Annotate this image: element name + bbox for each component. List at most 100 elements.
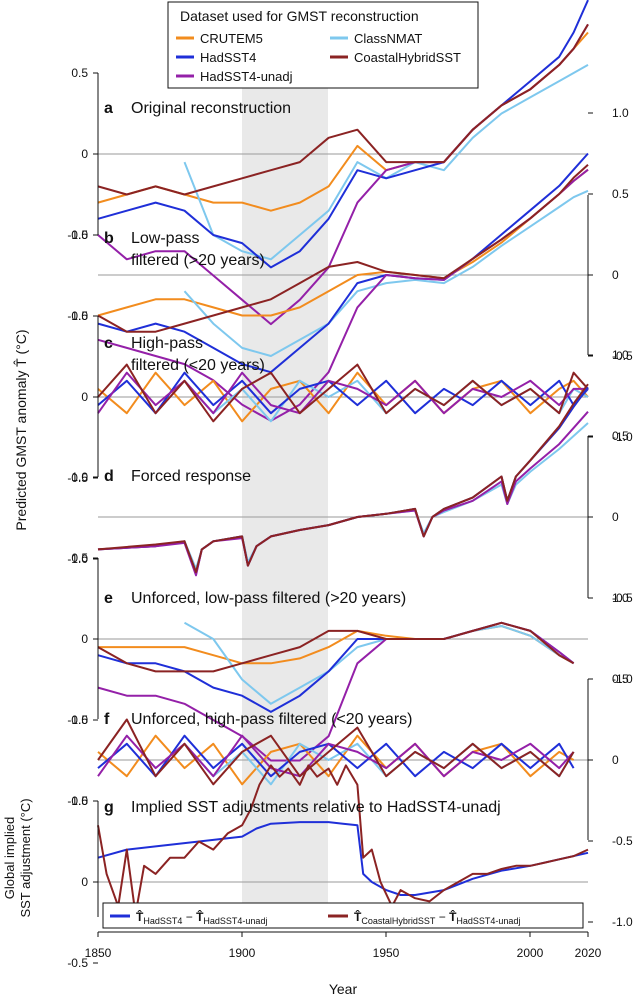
series-b-coastalhybridsst [97, 164, 589, 333]
y-tick-label-right: 0 [612, 268, 619, 282]
x-tick-label: 1850 [85, 946, 112, 960]
y-tick-label: 0.5 [71, 551, 88, 565]
y-tick-label-right: 0.5 [612, 429, 629, 443]
legend-label-coastalhybridsst: CoastalHybridSST [354, 50, 461, 65]
series-g-hadsst4 [97, 821, 589, 896]
panel-titles: a Original reconstruction b Low-pass fil… [104, 100, 501, 816]
y-tick-label: 0 [81, 147, 88, 161]
y-tick-label: 0 [81, 632, 88, 646]
legend-label-hadsst4: HadSST4 [200, 50, 256, 65]
g-legend-text-2: T̂CoastalHybridSST − T̂HadSST4-unadj [354, 909, 520, 926]
y-axis-label-main: Predicted GMST anomaly T̂ (°C) [13, 329, 29, 530]
y-tick-label: 0 [81, 875, 88, 889]
legend-label-hadsst4-unadj: HadSST4-unadj [200, 69, 293, 84]
panel-letter-f: f [104, 711, 110, 728]
series-layer [97, 0, 589, 916]
series-b-hadsst4 [97, 152, 589, 374]
y-tick-label: -0.5 [67, 228, 88, 242]
x-tick-label: 2000 [517, 946, 544, 960]
left-ticks: 1.0 0.5 0 -0.5 -1.0 1.0 0.5 0 -0.5 -1.0 1.0 0.5 0 -0.… [67, 66, 98, 970]
y-tick-label-right: -0.5 [612, 349, 633, 363]
panel-title-b-line2: filtered (>20 years) [131, 252, 265, 269]
panel-title-c-line1: High-pass [131, 335, 203, 352]
panel-title-c-line2: filtered (<20 years) [131, 357, 265, 374]
y-axis-label-g-line1: Global implied [2, 817, 17, 899]
y-tick-label-right: 1.0 [612, 348, 629, 362]
panel-title-e: Unforced, low-pass filtered (>20 years) [131, 590, 406, 607]
y-tick-label: 1.0 [71, 470, 88, 484]
panel-d-series [97, 383, 589, 577]
panel-b-series [97, 152, 589, 422]
series-a-hadsst4 [97, 0, 589, 269]
y-axis-label-g-line2: SST adjustment (°C) [18, 798, 33, 917]
y-tick-label: -1.0 [67, 794, 88, 808]
x-ticks: 1850 1900 1950 2000 2020 [85, 932, 602, 960]
panel-title-f: Unforced, high-pass filtered (<20 years) [131, 711, 412, 728]
legend: Dataset used for GMST reconstruction CRU… [167, 1, 479, 89]
panel-letter-b: b [104, 230, 114, 247]
y-tick-label-right: 1.0 [612, 106, 629, 120]
series-c-crutem5 [97, 371, 589, 423]
panel-e-series [97, 621, 575, 762]
panel-title-a: Original reconstruction [131, 100, 291, 117]
series-c-coastalhybridsst [97, 363, 589, 423]
y-tick-label-right: 1.0 [612, 591, 629, 605]
legend-box [167, 1, 479, 89]
y-tick-label-right: -1.0 [612, 915, 633, 929]
y-tick-label: 0.5 [71, 66, 88, 80]
series-a-coastalhybridsst [97, 23, 589, 196]
y-tick-label-right: -0.5 [612, 834, 633, 848]
y-tick-label: 0.5 [71, 309, 88, 323]
g-legend: T̂HadSST4 − T̂HadSST4-unadj T̂CoastalHyb… [102, 902, 584, 929]
y-tick-label-right: -1.0 [612, 430, 633, 444]
panel-title-g: Implied SST adjustments relative to HadS… [131, 799, 501, 816]
y-tick-label: 1.0 [71, 713, 88, 727]
x-tick-label: 1900 [229, 946, 256, 960]
x-tick-label: 2020 [575, 946, 602, 960]
g-legend-sub-1b: HadSST4-unadj [203, 916, 267, 926]
g-legend-text-1: T̂HadSST4 − T̂HadSST4-unadj [136, 909, 267, 926]
series-c-hadsst4 [97, 371, 589, 415]
panel-a-series [97, 0, 589, 326]
y-tick-label: -0.5 [67, 471, 88, 485]
panel-g-series [97, 764, 589, 916]
x-tick-label: 1950 [373, 946, 400, 960]
panel-c-series [97, 363, 589, 423]
y-tick-label: -1.0 [67, 309, 88, 323]
y-tick-label: 0 [81, 390, 88, 404]
series-f-coastalhybridsst [97, 718, 575, 786]
y-tick-label-right: 0 [612, 510, 619, 524]
panel-letter-a: a [104, 100, 113, 117]
panel-letter-g: g [104, 799, 114, 816]
y-tick-label-right: 0.5 [612, 187, 629, 201]
series-e-coastalhybridsst [97, 621, 575, 673]
legend-label-crutem5: CRUTEM5 [200, 31, 263, 46]
g-legend-sub-1a: HadSST4 [143, 916, 182, 926]
x-axis-label: Year [329, 981, 358, 997]
panel-letter-e: e [104, 590, 113, 607]
series-g-coastalhybridsst [97, 764, 589, 916]
y-tick-label-right: -1.0 [612, 672, 633, 686]
series-d-coastalhybridsst [97, 383, 589, 574]
y-tick-label-right: -0.5 [612, 591, 633, 605]
panel-title-d: Forced response [131, 468, 251, 485]
legend-title: Dataset used for GMST reconstruction [180, 8, 419, 24]
panel-letter-c: c [104, 335, 113, 352]
y-tick-label-right: 0.5 [612, 672, 629, 686]
y-tick-label: -0.5 [67, 956, 88, 970]
y-tick-label-right: 0 [612, 753, 619, 767]
zero-lines [98, 153, 588, 883]
y-tick-label: -1.0 [67, 552, 88, 566]
g-legend-sub-2b: HadSST4-unadj [456, 916, 520, 926]
y-tick-label: 0.5 [71, 794, 88, 808]
right-ticks: 1.0 0.5 0 -0.5 -1.0 1.0 0.5 0 -0.5 -1.0 1.0 0.5 0 -0.… [588, 106, 633, 929]
series-b-classnmat [183, 189, 589, 357]
panel-letter-d: d [104, 468, 114, 485]
panel-title-b-line1: Low-pass [131, 230, 199, 247]
panel-f-series [97, 718, 575, 786]
g-legend-sub-2a: CoastalHybridSST [361, 916, 436, 926]
y-tick-label: 1.0 [71, 228, 88, 242]
series-f-hadsst4 [97, 734, 575, 778]
legend-label-classnmat: ClassNMAT [354, 31, 422, 46]
